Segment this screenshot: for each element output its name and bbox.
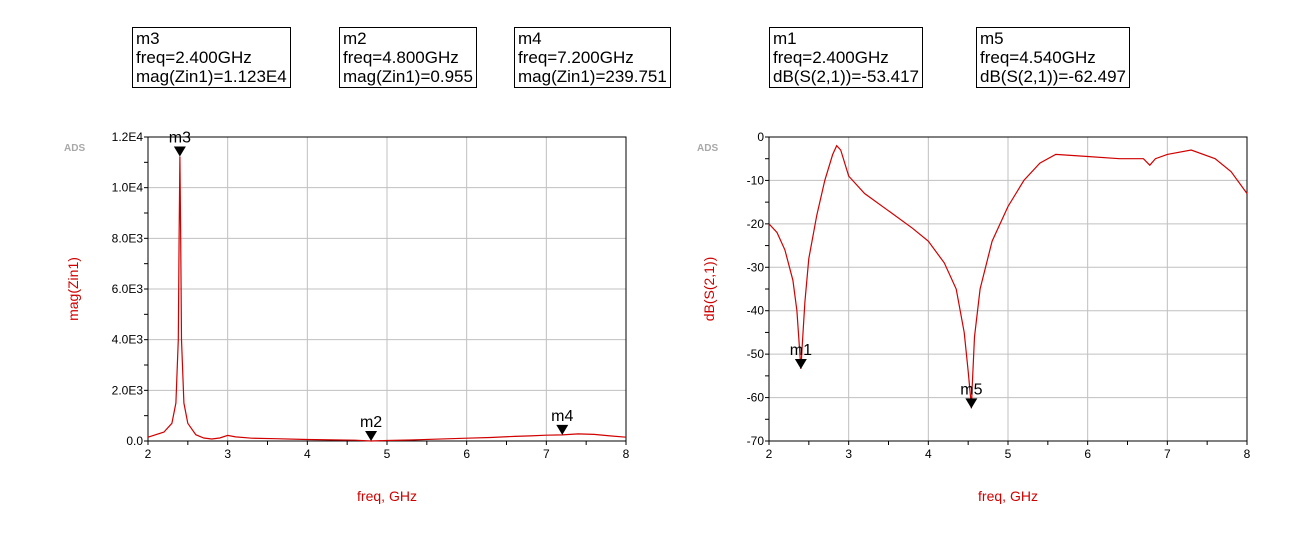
x-tick-label: 7 <box>1164 447 1171 461</box>
marker-freq: freq=2.400GHz <box>136 48 252 67</box>
ads-watermark: ADS <box>697 143 718 154</box>
y-tick-label: 1.2E4 <box>112 130 144 144</box>
marker-value: dB(S(2,1))=-53.417 <box>773 67 919 86</box>
marker-label: m3 <box>169 130 191 147</box>
marker-name: m1 <box>773 29 797 48</box>
marker-value: mag(Zin1)=0.955 <box>343 67 473 86</box>
marker-readout-m1: m1 freq=2.400GHz dB(S(2,1))=-53.417 <box>769 27 923 88</box>
marker-label: m4 <box>551 408 573 425</box>
x-axis-label: freq, GHz <box>978 488 1038 504</box>
x-tick-label: 5 <box>1005 447 1012 461</box>
marker-triangle <box>173 146 186 157</box>
y-tick-label: 8.0E3 <box>112 231 144 245</box>
marker-triangle <box>965 398 978 409</box>
ads-watermark: ADS <box>64 143 85 154</box>
x-tick-label: 8 <box>1244 447 1251 461</box>
x-tick-label: 4 <box>925 447 932 461</box>
marker-name: m5 <box>980 29 1004 48</box>
x-tick-label: 3 <box>224 447 231 461</box>
marker-triangle <box>365 430 378 441</box>
marker-label: m5 <box>960 381 982 398</box>
marker-name: m4 <box>518 29 542 48</box>
marker-label: m2 <box>360 414 382 431</box>
marker-value: dB(S(2,1))=-62.497 <box>980 67 1126 86</box>
y-tick-label: -20 <box>747 217 765 231</box>
series-line <box>768 144 1248 409</box>
x-tick-label: 7 <box>543 447 550 461</box>
y-tick-label: 2.0E3 <box>112 383 144 397</box>
marker-name: m2 <box>343 29 367 48</box>
chart-1: ADS 2 3 4 5 6 7 8 0.0 2.0E3 4.0E3 6.0E3 8.0E3 1.0E4 1.… <box>64 130 630 504</box>
y-tick-label: -60 <box>747 391 765 405</box>
y-tick-label: -50 <box>747 347 765 361</box>
plot-frame <box>768 136 1248 442</box>
y-tick-label: 4.0E3 <box>112 333 144 347</box>
x-tick-label: 5 <box>384 447 391 461</box>
marker-triangle <box>794 358 807 369</box>
marker-freq: freq=4.540GHz <box>980 48 1096 67</box>
y-tick-label: -30 <box>747 260 765 274</box>
x-tick-label: 6 <box>463 447 470 461</box>
y-tick-label: 1.0E4 <box>112 181 144 195</box>
marker-readout-m5: m5 freq=4.540GHz dB(S(2,1))=-62.497 <box>976 27 1130 88</box>
x-tick-label: 4 <box>304 447 311 461</box>
marker-freq: freq=2.400GHz <box>773 48 889 67</box>
y-axis-label: dB(S(2,1)) <box>701 257 717 322</box>
x-tick-label: 8 <box>623 447 630 461</box>
x-tick-label: 2 <box>766 447 773 461</box>
marker-readout-m2: m2 freq=4.800GHz mag(Zin1)=0.955 <box>339 27 477 88</box>
x-tick-label: 2 <box>145 447 152 461</box>
x-tick-label: 6 <box>1084 447 1091 461</box>
x-axis-label: freq, GHz <box>357 488 417 504</box>
y-tick-label: 0.0 <box>126 434 143 448</box>
marker-readout-m4: m4 freq=7.200GHz mag(Zin1)=239.751 <box>514 27 671 88</box>
marker-value: mag(Zin1)=1.123E4 <box>136 67 287 86</box>
y-tick-label: -40 <box>747 304 765 318</box>
series-line <box>147 156 627 442</box>
marker-triangle <box>556 424 569 435</box>
chart-2: ADS 2 3 4 5 6 7 8 -70 -60 -50 -40 -30 -20 -10 0 freq, GH… <box>697 130 1251 504</box>
marker-freq: freq=4.800GHz <box>343 48 459 67</box>
y-axis-label: mag(Zin1) <box>65 257 81 321</box>
marker-label: m1 <box>790 342 812 359</box>
y-tick-label: 6.0E3 <box>112 282 144 296</box>
y-tick-label: -10 <box>747 173 765 187</box>
x-tick-label: 3 <box>845 447 852 461</box>
marker-readout-m3: m3 freq=2.400GHz mag(Zin1)=1.123E4 <box>132 27 291 88</box>
y-tick-label: -70 <box>747 434 765 448</box>
marker-name: m3 <box>136 29 160 48</box>
marker-value: mag(Zin1)=239.751 <box>518 67 667 86</box>
y-tick-label: 0 <box>757 130 764 144</box>
marker-freq: freq=7.200GHz <box>518 48 634 67</box>
